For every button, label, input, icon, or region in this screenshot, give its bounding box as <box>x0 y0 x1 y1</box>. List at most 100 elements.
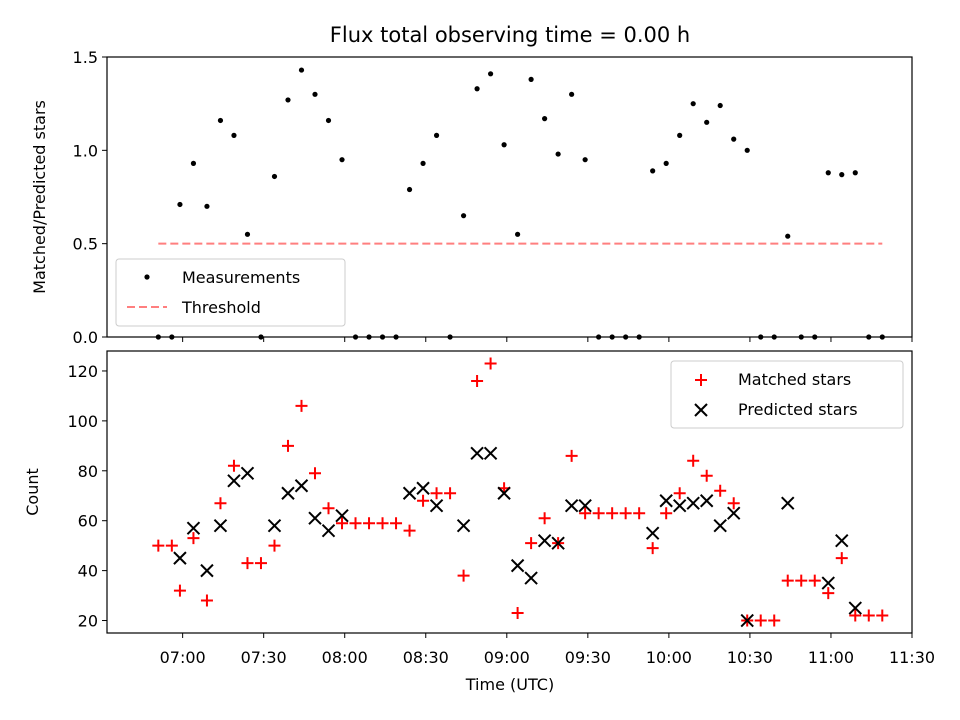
matched-star-point <box>165 539 178 552</box>
predicted-star-point <box>781 496 795 510</box>
panel-counts: 20 40 60 80 100 120 07:00 07:30 08:00 08:30 09:00… <box>23 350 935 694</box>
predicted-star-point <box>659 494 673 508</box>
counts-y-axis: 20 40 60 80 100 120 <box>67 362 107 631</box>
matched-star-point <box>862 609 875 622</box>
x-tick-label: 09:00 <box>484 648 530 667</box>
predicted-star-point <box>456 518 471 533</box>
matched-star-point <box>200 594 213 607</box>
measurement-point <box>420 160 426 166</box>
predicted-star-point <box>240 466 255 480</box>
matched-star-point <box>700 469 713 482</box>
predicted-star-point <box>713 518 727 533</box>
matched-star-point <box>214 497 227 510</box>
measurement-point <box>487 71 494 77</box>
predicted-star-point <box>848 601 862 615</box>
predicted-star-point <box>227 474 241 488</box>
measurement-point <box>825 170 831 176</box>
matched-star-point <box>241 557 254 570</box>
counts-x-axis: 07:00 07:30 08:00 08:30 09:00 09:30 10:00 10:30… <box>160 633 935 667</box>
x-tick-label: 08:00 <box>322 648 368 667</box>
measurement-point <box>285 97 291 103</box>
x-tick-label: 11:30 <box>889 648 935 667</box>
matched-star-point <box>660 507 673 520</box>
chart-title: Flux total observing time = 0.00 h <box>330 23 690 47</box>
measurement-point <box>204 203 210 209</box>
matched-star-point <box>457 569 470 582</box>
legend-predicted-marker <box>694 403 708 417</box>
x-tick-label: 10:00 <box>646 648 692 667</box>
measurement-point <box>555 151 561 157</box>
measurement-point <box>244 231 251 237</box>
x-tick-label: 07:00 <box>160 648 206 667</box>
measurement-point <box>542 116 548 122</box>
predicted-star-point <box>402 486 417 500</box>
x-tick-label: 07:30 <box>241 648 287 667</box>
matched-star-point <box>808 574 821 587</box>
predicted-star-point <box>335 509 349 523</box>
predicted-star-point <box>672 499 687 513</box>
measurement-point <box>217 117 224 124</box>
counts-legend: Matched stars Predicted stars <box>670 360 904 429</box>
matched-star-point <box>336 517 349 530</box>
predicted-star-point <box>321 523 336 538</box>
matched-star-point <box>849 609 862 622</box>
matched-star-point <box>173 584 186 597</box>
predicted-star-point <box>727 506 741 520</box>
matched-star-point <box>835 552 848 565</box>
predicted-star-point <box>578 499 592 513</box>
matched-star-point <box>754 614 767 627</box>
measurement-point <box>190 160 197 166</box>
measurement-point <box>663 160 669 166</box>
measurement-point <box>839 172 845 178</box>
measurement-point <box>271 173 278 180</box>
matched-star-point <box>687 454 700 467</box>
matched-star-point <box>309 467 322 480</box>
ratio-legend: Measurements Threshold <box>115 258 346 327</box>
predicted-star-point <box>686 496 700 510</box>
ratio-y-tick-label: 0.0 <box>73 328 98 347</box>
predicted-star-point <box>200 563 214 578</box>
measurement-point <box>177 201 183 208</box>
predicted-star-point <box>186 521 201 535</box>
measurement-point <box>312 91 318 97</box>
predicted-star-point <box>470 446 484 461</box>
predicted-star-point <box>821 576 835 590</box>
measurement-point <box>433 132 440 138</box>
predicted-star-point <box>645 526 660 540</box>
matched-star-point <box>471 374 484 387</box>
matched-star-point <box>822 587 835 600</box>
legend-threshold-label: Threshold <box>181 298 261 317</box>
matched-star-point <box>768 614 781 627</box>
ratio-x-ticks <box>182 337 913 342</box>
measurement-point <box>677 132 683 138</box>
measurement-point <box>582 157 588 163</box>
x-axis-label: Time (UTC) <box>465 675 554 694</box>
predicted-star-point <box>213 518 228 533</box>
x-tick-label: 11:00 <box>808 648 854 667</box>
x-tick-label: 10:30 <box>727 648 773 667</box>
matched-star-point <box>444 487 457 500</box>
ratio-y-tick-label: 0.5 <box>73 235 98 254</box>
counts-y-tick-label: 60 <box>78 512 98 531</box>
legend-matched-marker <box>695 374 707 386</box>
matched-star-point <box>876 609 889 622</box>
predicted-star-point <box>699 494 714 508</box>
measurement-point <box>717 102 723 109</box>
measurement-point <box>704 119 710 125</box>
measurement-point <box>650 168 656 174</box>
predicted-star-point <box>429 499 444 513</box>
matched-star-point <box>592 507 605 520</box>
measurement-point <box>569 91 575 97</box>
matched-star-point <box>281 439 294 452</box>
matched-star-point <box>349 517 362 530</box>
predicted-star-point <box>524 571 538 585</box>
x-tick-label: 08:30 <box>403 648 449 667</box>
matched-star-point <box>714 484 727 497</box>
x-tick-label: 09:30 <box>565 648 611 667</box>
matched-star-point <box>417 494 430 507</box>
matched-star-point <box>376 517 389 530</box>
matched-star-point <box>525 537 538 550</box>
measurement-point <box>406 186 413 193</box>
predicted-star-point <box>308 511 322 525</box>
